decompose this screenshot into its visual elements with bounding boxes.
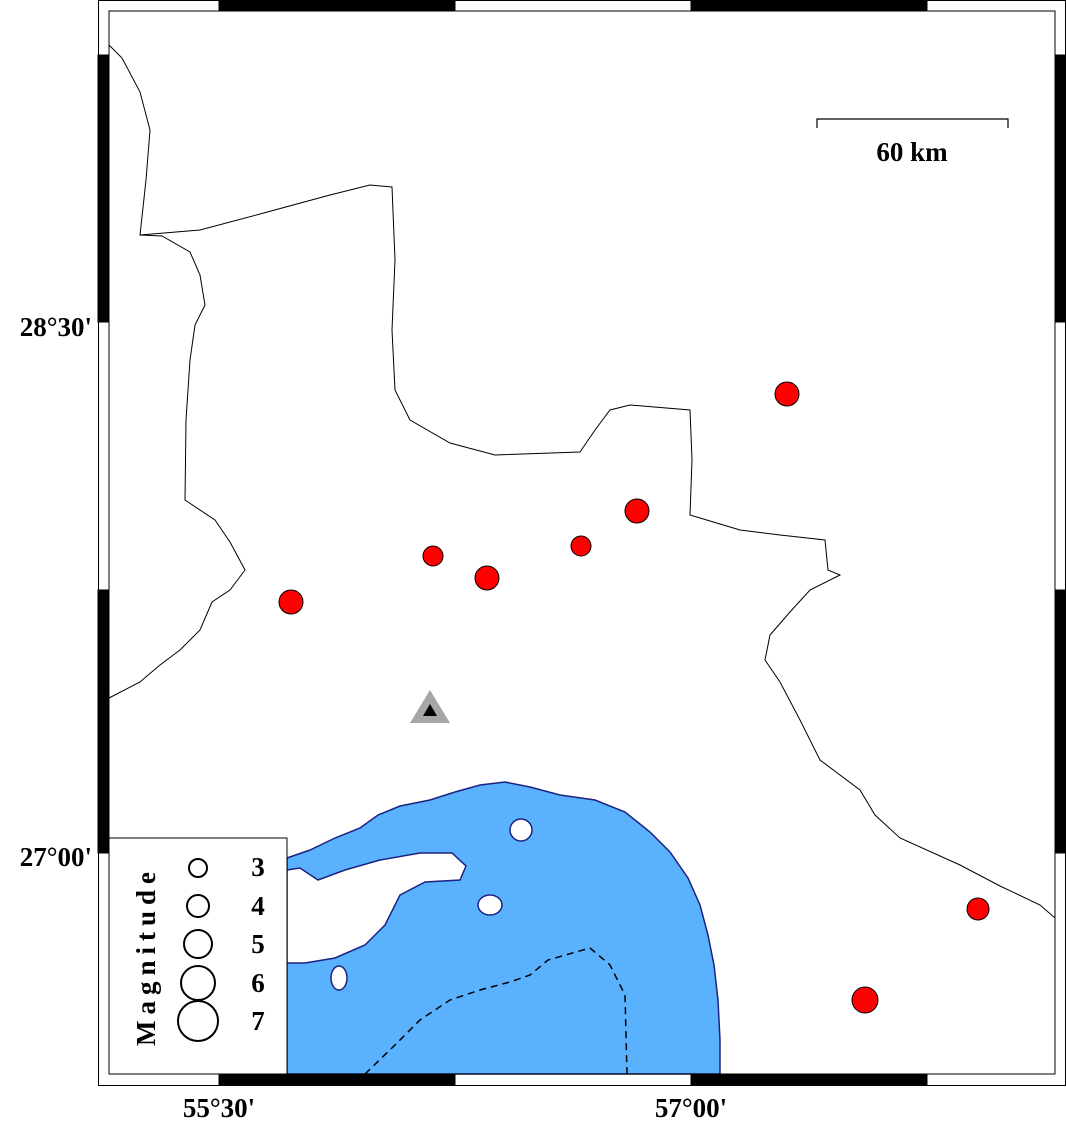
event-marker[interactable] <box>624 498 650 524</box>
legend-label: 4 <box>251 891 265 921</box>
triangle-icon[interactable] <box>410 690 450 723</box>
island <box>330 965 348 991</box>
scale-bar <box>816 118 1009 128</box>
gulf-water <box>286 781 721 1075</box>
boundary-line <box>108 44 246 699</box>
event-marker[interactable] <box>474 565 500 591</box>
legend-circle <box>188 858 208 878</box>
lon-label: 57°00' <box>655 1093 727 1123</box>
island <box>286 852 467 964</box>
island <box>509 818 533 842</box>
legend: Magnitude 3 4 5 6 7 <box>108 837 288 1075</box>
earthquake-events <box>278 381 990 1014</box>
event-marker[interactable] <box>851 986 879 1014</box>
event-marker[interactable] <box>278 589 304 615</box>
event-marker[interactable] <box>570 535 592 557</box>
event-marker[interactable] <box>422 545 444 567</box>
depth-contour <box>364 947 628 1075</box>
legend-circle <box>177 1000 219 1042</box>
legend-circle <box>186 894 210 918</box>
scale-bar-label: 60 km <box>876 137 948 167</box>
lat-label: 27°00' <box>20 842 92 872</box>
legend-label: 6 <box>251 968 265 998</box>
legend-label: 5 <box>251 929 265 959</box>
legend-title: Magnitude <box>131 866 161 1046</box>
boundary-line <box>139 184 1056 919</box>
lon-label: 55°30' <box>183 1093 255 1123</box>
map-frame <box>97 0 1066 1086</box>
legend-label: 3 <box>251 852 265 882</box>
island <box>477 894 503 916</box>
lat-label: 28°30' <box>20 312 92 342</box>
legend-circle <box>183 929 213 959</box>
event-marker[interactable] <box>966 897 990 921</box>
legend-label: 7 <box>251 1006 265 1036</box>
event-marker[interactable] <box>774 381 800 407</box>
